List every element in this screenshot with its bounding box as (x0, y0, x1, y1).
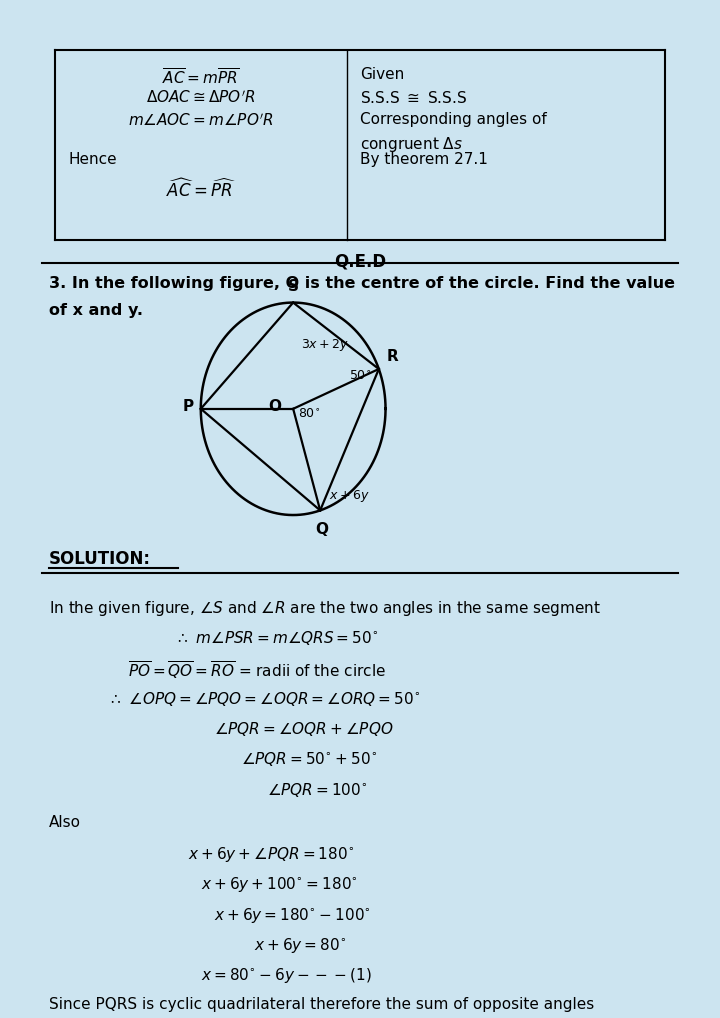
Text: In the given figure, $\angle S$ and $\angle R$ are the two angles in the same se: In the given figure, $\angle S$ and $\an… (49, 599, 600, 618)
Text: $x+6y$: $x+6y$ (330, 489, 370, 504)
Text: $\angle PQR = 100^{\circ}$: $\angle PQR = 100^{\circ}$ (267, 781, 368, 799)
Text: Given: Given (360, 67, 404, 82)
Text: By theorem 27.1: By theorem 27.1 (360, 153, 488, 167)
Text: S: S (288, 279, 299, 294)
Text: $\overline{AC} = m\overline{PR}$: $\overline{AC} = m\overline{PR}$ (163, 67, 240, 88)
Text: Q: Q (315, 522, 328, 538)
Text: $m\angle AOC = m\angle PO'R$: $m\angle AOC = m\angle PO'R$ (128, 112, 274, 129)
Text: $\therefore$ $\angle OPQ = \angle PQO = \angle OQR = \angle ORQ = 50^{\circ}$: $\therefore$ $\angle OPQ = \angle PQO = … (108, 690, 420, 708)
Text: $\Delta OAC \cong \Delta PO'R$: $\Delta OAC \cong \Delta PO'R$ (146, 90, 256, 106)
Text: R: R (386, 349, 398, 364)
Text: Hence: Hence (68, 153, 117, 167)
Text: O: O (268, 399, 281, 414)
Text: $3x+2y$: $3x+2y$ (300, 337, 348, 353)
Text: $x + 6y + \angle PQR = 180^{\circ}$: $x + 6y + \angle PQR = 180^{\circ}$ (188, 845, 354, 864)
Text: Corresponding angles of: Corresponding angles of (360, 112, 546, 127)
Text: Since PQRS is cyclic quadrilateral therefore the sum of opposite angles: Since PQRS is cyclic quadrilateral there… (49, 997, 594, 1012)
Text: of x and y.: of x and y. (49, 302, 143, 318)
Text: S.S.S $\cong$ S.S.S: S.S.S $\cong$ S.S.S (360, 90, 467, 106)
Text: Also: Also (49, 814, 81, 830)
Text: $\angle PQR = \angle OQR + \angle PQO$: $\angle PQR = \angle OQR + \angle PQO$ (215, 720, 394, 738)
Text: 3. In the following figure, O is the centre of the circle. Find the value: 3. In the following figure, O is the cen… (49, 277, 675, 291)
Text: $x + 6y = 80^{\circ}$: $x + 6y = 80^{\circ}$ (254, 937, 346, 955)
Text: $\overline{PO} = \overline{QO} = \overline{RO}$ = radii of the circle: $\overline{PO} = \overline{QO} = \overli… (128, 660, 386, 682)
Text: $80^{\circ}$: $80^{\circ}$ (298, 408, 320, 421)
Text: congruent $\Delta s$: congruent $\Delta s$ (360, 134, 463, 154)
Text: $\angle PQR = 50^{\circ} + 50^{\circ}$: $\angle PQR = 50^{\circ} + 50^{\circ}$ (240, 750, 377, 769)
Text: $x = 80^{\circ} - 6y - - - (1)$: $x = 80^{\circ} - 6y - - - (1)$ (201, 966, 372, 985)
Text: $\therefore$ $m\angle PSR = m\angle QRS = 50^{\circ}$: $\therefore$ $m\angle PSR = m\angle QRS … (174, 629, 378, 647)
Text: $x + 6y + 100^{\circ} = 180^{\circ}$: $x + 6y + 100^{\circ} = 180^{\circ}$ (201, 875, 358, 895)
Text: P: P (182, 398, 194, 413)
Text: $50^{\circ}$: $50^{\circ}$ (349, 370, 372, 383)
Text: SOLUTION:: SOLUTION: (49, 550, 150, 568)
Text: $\widehat{AC} = \widehat{PR}$: $\widehat{AC} = \widehat{PR}$ (166, 179, 236, 202)
Text: Q.E.D: Q.E.D (334, 252, 386, 271)
Text: $x + 6y = 180^{\circ} - 100^{\circ}$: $x + 6y = 180^{\circ} - 100^{\circ}$ (215, 906, 372, 924)
